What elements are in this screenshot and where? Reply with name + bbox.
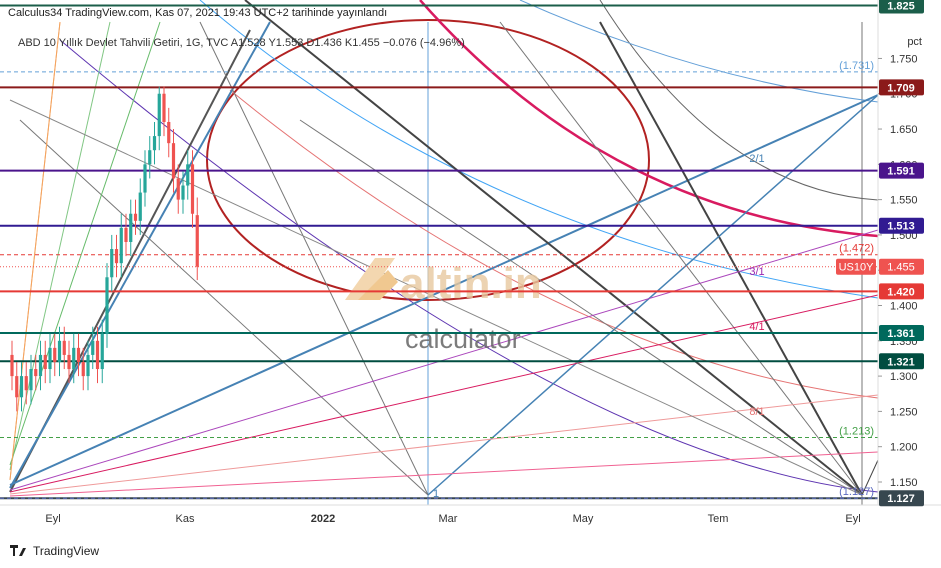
candle-body (43, 354, 47, 370)
fan-label: 4/1 (749, 321, 764, 333)
level-label: 1.420 (887, 286, 915, 298)
level-label: 1.321 (887, 356, 915, 368)
name-label: US10Y (839, 262, 875, 274)
fan-label: 1 (433, 488, 439, 500)
candle-body (119, 227, 123, 264)
legend: ABD 10 Yıllık Devlet Tahvili Getiri, 1G,… (18, 37, 465, 49)
candle-body (57, 340, 62, 362)
watermark-logo (345, 258, 398, 300)
tv-logo (10, 545, 26, 556)
x-tick-label: Mar (439, 513, 458, 525)
dashed-level-label: (1.127) (839, 486, 874, 498)
candle-body (114, 249, 119, 264)
header: Calculus34 TradingView.com, Kas 07, 2021… (8, 7, 387, 19)
x-tick-label: Eyl (45, 513, 60, 525)
candle-body (100, 333, 104, 370)
candle-body (195, 215, 199, 267)
level-label: 1.591 (887, 166, 915, 178)
level-label: 1.361 (887, 328, 915, 340)
candle-body (124, 227, 128, 242)
candle-body (110, 249, 114, 278)
name-badge (836, 258, 876, 275)
candle-body (53, 347, 57, 362)
x-tick-label: 2022 (311, 513, 335, 525)
price-badge (879, 258, 924, 275)
candle-body (186, 164, 190, 186)
candle-body (152, 136, 157, 151)
candle-body (143, 164, 147, 193)
candles (10, 86, 199, 412)
fan-label: 3/1 (749, 266, 764, 278)
candle-body (171, 143, 176, 179)
level-badge (879, 0, 924, 14)
y-tick-label: 1.750 (890, 53, 918, 65)
fan-label: 8/1 (749, 406, 764, 418)
level-badge (879, 217, 924, 234)
level-label: 1.513 (887, 221, 915, 233)
level-badge (879, 283, 924, 300)
candle-body (129, 213, 133, 242)
x-tick-label: Eyl (845, 513, 860, 525)
candle-body (133, 213, 138, 221)
candle-body (138, 192, 142, 221)
candle-body (48, 347, 52, 370)
candle-body (72, 347, 76, 370)
x-tick-label: Kas (176, 513, 195, 525)
candle-body (157, 93, 161, 137)
candle-body (76, 347, 81, 362)
level-label: 1.127 (887, 493, 915, 505)
candle-body (105, 277, 109, 334)
candle-body (176, 178, 180, 200)
candle-body (190, 164, 195, 214)
candle-body (38, 354, 43, 377)
y-tick-label: 1.150 (890, 477, 918, 489)
x-tick-label: Tem (708, 513, 729, 525)
level-badge (879, 162, 924, 179)
candle-body (62, 340, 66, 355)
candle-body (67, 354, 71, 370)
candle-body (162, 93, 166, 122)
price-axis (878, 0, 941, 505)
candle-body (24, 376, 28, 391)
y-tick-label: 1.550 (890, 195, 918, 207)
candle-body (19, 376, 24, 398)
level-badge (879, 490, 924, 507)
watermark-text: calculator (405, 324, 521, 354)
candle-body (81, 361, 85, 377)
dashed-level-label: (1.731) (839, 60, 874, 72)
dashed-level-label: (1.472) (839, 243, 874, 255)
axis-labels: 1.1501.2001.2501.3001.3501.4001.4501.500… (45, 0, 924, 525)
candle-body (34, 369, 38, 377)
y-tick-label: 1.650 (890, 124, 918, 136)
y-tick-label: 1.200 (890, 442, 918, 454)
level-badge (879, 353, 924, 370)
level-label: 1.709 (887, 82, 915, 94)
candle-body (15, 376, 19, 398)
candle-body (91, 340, 95, 355)
y-tick-label: 1.250 (890, 406, 918, 418)
dashed-level-label: (1.213) (839, 426, 874, 438)
candle-body (148, 150, 152, 165)
y-tick-label: 1.400 (890, 301, 918, 313)
candle-body (167, 121, 171, 144)
level-badge (879, 79, 924, 96)
watermark-text: altin.in (400, 259, 542, 308)
level-badge (879, 325, 924, 342)
candle-body (95, 340, 100, 370)
price-label: 1.455 (887, 262, 915, 274)
level-label: 1.825 (887, 1, 915, 13)
fan-label: 2/1 (749, 153, 764, 165)
unit: pct (907, 36, 922, 48)
candle-body (86, 354, 90, 377)
y-tick-label: 1.300 (890, 371, 918, 383)
candle-body (29, 369, 33, 391)
candle-body (10, 354, 14, 377)
x-tick-label: May (573, 513, 594, 525)
candle-body (181, 185, 185, 200)
footer: TradingView (33, 544, 99, 558)
